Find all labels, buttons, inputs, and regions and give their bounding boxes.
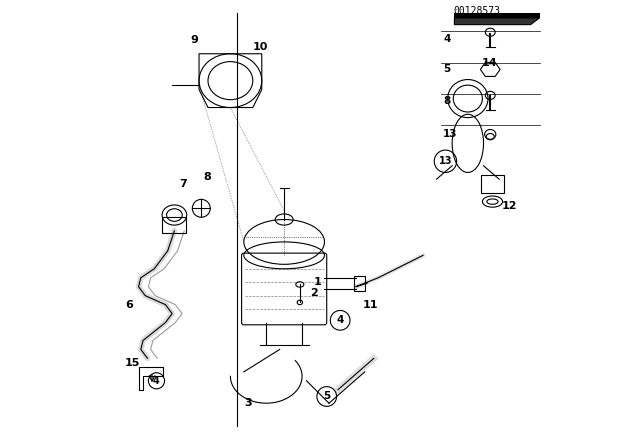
Text: 10: 10 xyxy=(253,42,268,52)
Text: 1: 1 xyxy=(314,277,321,287)
Text: 12: 12 xyxy=(502,201,517,211)
Text: 4: 4 xyxy=(337,315,344,325)
Text: 3: 3 xyxy=(244,398,252,408)
Text: 15: 15 xyxy=(125,358,141,368)
Text: 4: 4 xyxy=(443,34,451,44)
Bar xyxy=(163,217,186,233)
Text: 13: 13 xyxy=(443,129,458,139)
Text: 5: 5 xyxy=(443,65,451,74)
Text: 9: 9 xyxy=(190,35,198,45)
Text: 11: 11 xyxy=(362,300,378,310)
Text: 4: 4 xyxy=(153,376,160,386)
Text: 00128573: 00128573 xyxy=(453,6,500,16)
Text: 8: 8 xyxy=(443,96,451,106)
Text: 7: 7 xyxy=(179,179,187,189)
Bar xyxy=(454,13,540,18)
Text: 5: 5 xyxy=(323,392,330,401)
Text: 6: 6 xyxy=(125,300,133,310)
Text: 13: 13 xyxy=(438,156,452,166)
Text: 14: 14 xyxy=(481,58,497,68)
Polygon shape xyxy=(454,18,540,25)
Bar xyxy=(481,175,504,193)
Bar xyxy=(353,276,365,291)
Text: 2: 2 xyxy=(310,289,317,298)
Text: 8: 8 xyxy=(204,172,211,182)
